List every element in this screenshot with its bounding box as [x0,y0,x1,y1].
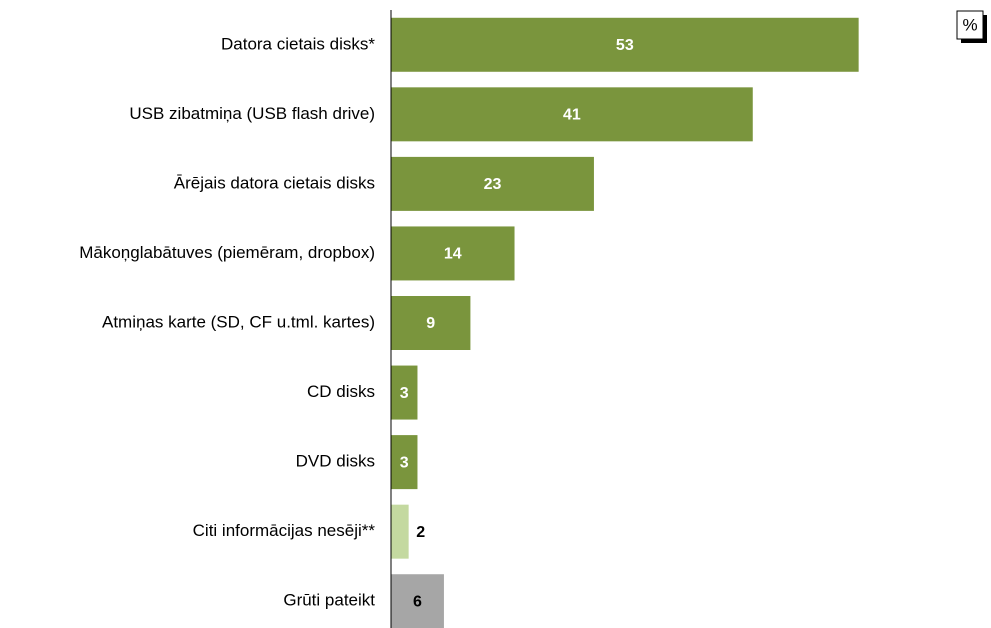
bar [391,296,471,350]
y-tick-label: Datora cietais disks* [221,34,375,53]
unit-box [956,10,984,40]
y-tick-label: CD disks [307,382,375,401]
bar [391,574,444,628]
y-tick-label: Ārējais datora cietais disks [174,173,375,192]
bar [391,226,515,281]
y-tick-label: Grūti pateikt [283,591,375,610]
y-tick-label: DVD disks [296,452,375,471]
y-tick-label: USB zibatmiņa (USB flash drive) [129,104,375,123]
bar [391,504,409,559]
value-label: 6 [413,593,422,610]
bar [391,435,418,490]
value-label: 41 [563,107,581,124]
value-label: 9 [426,315,435,332]
y-tick-label: Mākoņglabātuves (piemēram, dropbox) [79,243,375,262]
value-label: 3 [400,385,409,402]
value-label: 53 [616,37,634,54]
bar [391,156,594,211]
bar [391,365,418,420]
value-label: 23 [484,176,502,193]
value-label: 3 [400,454,409,471]
y-tick-label: Atmiņas karte (SD, CF u.tml. kartes) [102,312,375,331]
unit-label: % [962,15,977,34]
value-label: 2 [416,524,425,541]
y-tick-label: Citi informācijas nesēji** [193,521,376,540]
bar [391,87,753,142]
value-label: 14 [444,246,462,263]
bar [391,17,859,72]
